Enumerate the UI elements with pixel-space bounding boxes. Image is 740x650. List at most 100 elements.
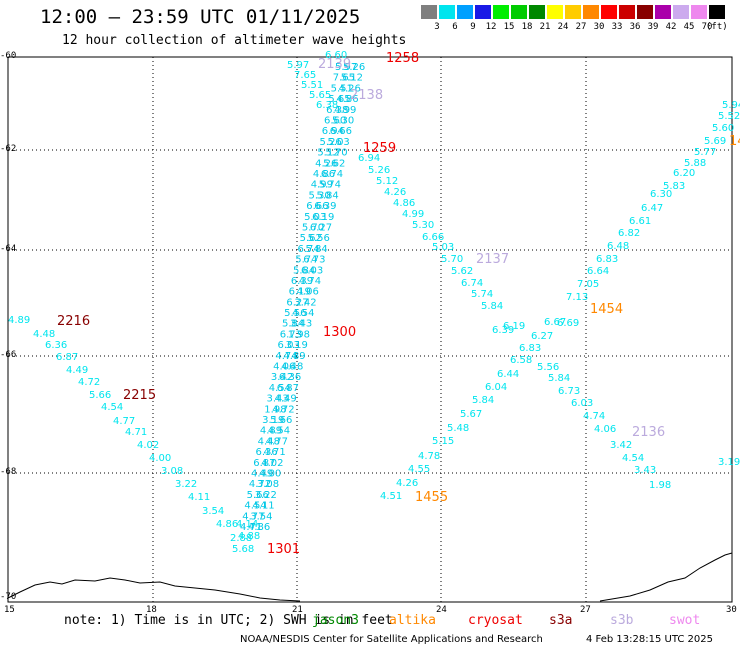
- wave-height-value: 6.61: [629, 216, 651, 227]
- wave-height-value: 5.65: [328, 94, 350, 105]
- wave-height-value: 5.30: [412, 220, 434, 231]
- latitude-label: -70: [0, 592, 17, 602]
- wave-height-value: 4.11: [252, 501, 274, 512]
- wave-height-value: 6.47: [641, 203, 663, 214]
- legend-swatch: [565, 5, 581, 19]
- wave-height-value: 4.74: [583, 411, 605, 422]
- wave-height-value: 6.87: [56, 352, 78, 363]
- wave-height-value: 6.39: [314, 201, 336, 212]
- legend-label: 6: [452, 22, 458, 32]
- longitude-label: 30: [726, 605, 737, 615]
- wave-height-value: 4.54: [292, 308, 314, 319]
- longitude-label: 15: [4, 605, 15, 615]
- wave-height-value: 6.19: [503, 321, 525, 332]
- wave-height-value: 5.74: [295, 255, 317, 266]
- wave-height-value: 3.54: [202, 506, 224, 517]
- antarctic-coastline: [7, 577, 301, 602]
- pass-time-label: 1259: [363, 141, 396, 156]
- wave-height-value: 6.36: [255, 447, 277, 458]
- wave-height-value: 4.77: [266, 436, 288, 447]
- wave-height-value: 5.62: [451, 266, 473, 277]
- wave-height-value: 6.27: [531, 331, 553, 342]
- wave-height-value: 6.38: [326, 105, 348, 116]
- wave-height-value: 7.65: [294, 70, 316, 81]
- wave-height-value: 5.03: [432, 242, 454, 253]
- legend-label: 24: [557, 22, 569, 32]
- wave-height-value: 4.74: [299, 276, 321, 287]
- wave-height-value: 5.12: [317, 148, 339, 159]
- legend-swatch: [475, 5, 491, 19]
- pass-time-label: 2136: [632, 425, 665, 440]
- latitude-label: -66: [0, 350, 17, 360]
- wave-height-value: 3.43: [290, 319, 312, 330]
- legend-swatch: [709, 5, 725, 19]
- wave-height-value: 5.52: [718, 111, 740, 122]
- wave-height-value: 5.97: [335, 62, 357, 73]
- legend-label: 27: [575, 22, 587, 32]
- footer-note: note: 1) Time is in UTC; 2) SWH is in fe…: [64, 613, 393, 628]
- wave-height-value: 4.86: [336, 94, 358, 105]
- latitude-label: -64: [0, 244, 17, 254]
- wave-height-value: 5.88: [684, 158, 706, 169]
- wave-height-value: 3.19: [262, 415, 284, 426]
- wave-height-value: 4.48: [281, 362, 303, 373]
- legend-label: 9: [470, 22, 476, 32]
- wave-height-value: 5.15: [432, 436, 454, 447]
- legend-label: 36: [629, 22, 641, 32]
- satellite-name: jason3: [312, 613, 359, 628]
- wave-height-value: 4.86: [393, 198, 415, 209]
- wave-height-value: 3.19: [286, 340, 308, 351]
- wave-height-value: 4.88: [238, 531, 260, 542]
- wave-height-value: 4.86: [313, 169, 335, 180]
- wave-height-value: 6.66: [330, 126, 352, 137]
- wave-height-value: 6.39: [492, 325, 514, 336]
- longitude-label: 27: [580, 605, 591, 615]
- wave-height-value: 4.77: [113, 416, 135, 427]
- wave-height-value: 3.22: [175, 479, 197, 490]
- wave-height-value: 5.56: [537, 362, 559, 373]
- wave-height-value: 6.27: [310, 222, 332, 233]
- pass-time-label: 14: [729, 134, 740, 149]
- wave-height-value: 5.30: [332, 115, 354, 126]
- wave-height-value: 7.05: [577, 279, 599, 290]
- wave-height-value: 5.94: [722, 100, 740, 111]
- wave-height-value: 4.14: [236, 519, 258, 530]
- wave-height-value: 4.71: [125, 427, 147, 438]
- wave-height-value: 5.70: [325, 148, 347, 159]
- wave-height-value: 6.48: [607, 241, 629, 252]
- wave-height-value: 6.04: [485, 382, 507, 393]
- wave-height-value: 6.74: [321, 169, 343, 180]
- wave-height-value: 6.27: [286, 297, 308, 308]
- wave-height-value: 4.06: [594, 424, 616, 435]
- wave-height-value: 5.56: [284, 308, 306, 319]
- wave-height-value: 3.22: [255, 490, 277, 501]
- wave-height-value: 4.54: [622, 453, 644, 464]
- longitude-label: 21: [292, 605, 303, 615]
- wave-height-value: 4.49: [66, 365, 88, 376]
- wave-height-value: 6.58: [510, 355, 532, 366]
- wave-height-value: 6.67: [544, 317, 566, 328]
- wave-height-value: 6.03: [301, 265, 323, 276]
- wave-height-value: 4.00: [259, 469, 281, 480]
- wave-height-value: 5.70: [441, 254, 463, 265]
- wave-height-value: 6.44: [497, 369, 519, 380]
- wave-height-value: 5.62: [323, 158, 345, 169]
- wave-height-value: 5.66: [270, 415, 292, 426]
- wave-height-value: 5.97: [287, 60, 309, 71]
- legend-label: 18: [521, 22, 533, 32]
- wave-height-value: 6.74: [297, 244, 319, 255]
- wave-height-value: 4.72: [272, 404, 294, 415]
- wave-height-value: 4.78: [418, 451, 440, 462]
- wave-height-value: 5.12: [341, 73, 363, 84]
- wave-height-value: 6.83: [596, 254, 618, 265]
- legend-swatch: [511, 5, 527, 19]
- pass-time-label: 1301: [267, 542, 300, 557]
- wave-height-value: 4.71: [263, 447, 285, 458]
- legend-label: 30: [593, 22, 605, 32]
- wave-height-value: 4.77: [242, 511, 264, 522]
- wave-height-value: 5.26: [320, 137, 342, 148]
- wave-height-value: 6.74: [461, 278, 483, 289]
- wave-height-value: 4.86: [248, 522, 270, 533]
- wave-height-value: 6.94: [358, 153, 380, 164]
- satellite-name: altika: [389, 613, 436, 628]
